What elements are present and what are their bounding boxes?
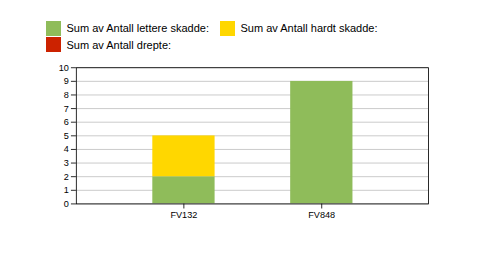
svg-text:8: 8 [64,89,69,99]
html-text:Sum av Antall hardt skadde:: Sum av Antall hardt skadde: [240,22,378,35]
svg-text:9: 9 [64,76,69,86]
svg-text:7: 7 [64,103,69,113]
svg-text:1: 1 [64,185,69,195]
svg-text:FV848: FV848 [308,209,335,219]
svg-text:FV132: FV132 [170,209,197,219]
html-text:Sum av Antall lettere skadde:: Sum av Antall lettere skadde: [66,22,209,35]
html-text:Sum av Antall drepte:: Sum av Antall drepte: [66,38,172,51]
svg-text:3: 3 [64,157,69,167]
svg-text:2: 2 [64,171,69,181]
svg-text:10: 10 [59,62,69,72]
svg-text:5: 5 [64,130,69,140]
svg-text:6: 6 [64,117,69,127]
svg-text:0: 0 [64,198,69,208]
svg-text:4: 4 [64,144,69,154]
